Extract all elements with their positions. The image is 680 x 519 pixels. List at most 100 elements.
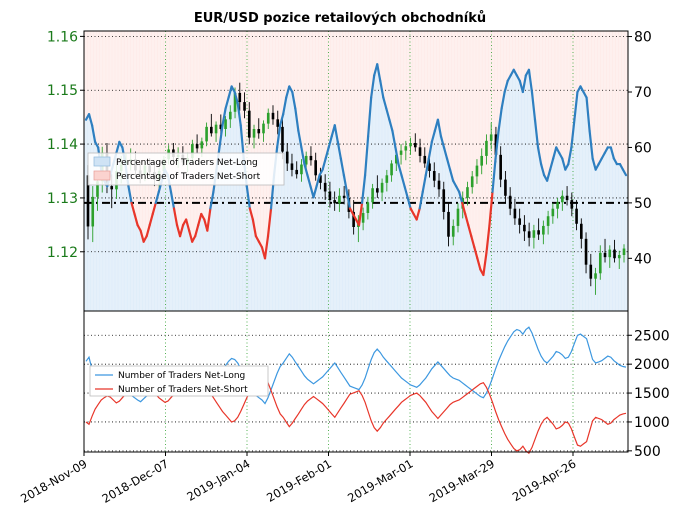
- net-long-fill-bar: [442, 147, 446, 311]
- net-long-pct-segment: [439, 135, 446, 149]
- net-short-fill-bar: [211, 31, 216, 192]
- net-short-fill-bar: [487, 31, 492, 226]
- candle-body: [470, 176, 474, 188]
- net-long-pct-segment: [442, 146, 449, 160]
- net-long-fill-bar: [214, 169, 219, 311]
- net-long-fill-bar: [272, 175, 277, 311]
- net-long-fill-bar: [585, 97, 589, 311]
- net-long-fill-bar: [545, 180, 550, 311]
- net-short-fill-bar: [117, 31, 122, 142]
- net-long-fill-bar: [242, 158, 246, 311]
- net-long-pct-segment: [197, 212, 203, 227]
- net-long-fill-bar: [412, 213, 416, 311]
- net-long-fill-bar: [217, 147, 222, 311]
- date-tick-label: 2018-Nov-09: [18, 456, 89, 505]
- candle-body: [314, 160, 317, 176]
- net-short-fill-bar: [129, 31, 134, 203]
- net-long-fill-bar: [336, 141, 340, 311]
- net-short-fill-bar: [123, 31, 128, 165]
- net-long-fill-bar: [169, 191, 173, 311]
- net-long-pct-segment: [497, 107, 503, 132]
- candle-body: [200, 141, 204, 149]
- net-long-fill-bar: [378, 80, 383, 311]
- trader-count-panel-frame: [83, 310, 629, 453]
- net-short-fill-bar: [196, 31, 201, 226]
- candle-body: [304, 155, 308, 165]
- net-long-fill-bar: [609, 147, 613, 311]
- net-short-fill-bar: [99, 31, 104, 170]
- net-short-fill-bar: [406, 31, 410, 198]
- chart-title: EUR/USD pozice retailových obchodníků: [194, 11, 486, 26]
- net-long-fill-bar: [606, 147, 610, 311]
- net-short-fill-bar: [181, 31, 185, 226]
- candle-body: [608, 249, 612, 258]
- net-short-fill-bar: [224, 31, 228, 109]
- net-long-fill-bar: [515, 75, 519, 311]
- net-short-fill-bar: [427, 31, 431, 159]
- net-long-pct-segment: [333, 124, 339, 143]
- net-short-fill-bar: [148, 31, 152, 226]
- candle-body: [561, 195, 564, 203]
- candle-body: [622, 248, 626, 255]
- net-short-fill-bar: [521, 31, 525, 92]
- net-long-pct-segment: [406, 196, 412, 210]
- net-long-pct-segment: [500, 90, 506, 110]
- net-short-fill-bar: [193, 31, 198, 237]
- net-long-fill-bar: [163, 169, 167, 311]
- net-short-fill-bar: [217, 31, 222, 148]
- net-long-fill-bar: [172, 208, 176, 311]
- net-long-fill-bar: [466, 225, 471, 311]
- candle-body: [228, 111, 232, 120]
- net-short-fill-bar: [412, 31, 416, 214]
- net-short-fill-bar: [554, 31, 559, 148]
- candle-body: [594, 273, 597, 279]
- net-short-fill-bar: [582, 31, 586, 92]
- net-long-pct-segment: [476, 257, 482, 271]
- net-short-fill-bar: [403, 31, 407, 187]
- net-short-fill-bar: [363, 31, 368, 176]
- net-long-fill-bar: [248, 208, 252, 311]
- net-long-fill-bar: [469, 236, 474, 311]
- net-long-pct-segment: [263, 235, 270, 260]
- net-long-fill-bar: [384, 108, 389, 311]
- percentage-legend: Percentage of Traders Net-Long Percentag…: [87, 152, 285, 186]
- net-short-fill-bar: [494, 31, 498, 159]
- net-short-fill-bar: [214, 31, 219, 170]
- net-short-fill-bar: [566, 31, 571, 165]
- net-long-fill-bar: [621, 169, 625, 311]
- candle-body: [494, 134, 498, 155]
- net-short-fill-bar: [490, 31, 495, 192]
- candle-body: [418, 147, 422, 156]
- net-long-fill-bar: [227, 97, 231, 311]
- net-long-fill-bar: [339, 158, 343, 311]
- legend-label-net-long: Percentage of Traders Net-Long: [116, 158, 258, 168]
- net-short-fill-bar: [136, 31, 140, 226]
- net-short-fill-bar: [272, 31, 277, 176]
- net-short-fill-bar: [609, 31, 613, 148]
- net-long-pct-segment: [470, 235, 476, 249]
- candle-body: [210, 126, 213, 134]
- net-long-fill-bar: [199, 213, 204, 311]
- net-short-fill-bar: [114, 31, 119, 153]
- net-long-fill-bar: [327, 147, 331, 311]
- net-long-pct-segment: [218, 124, 224, 149]
- net-long-fill-bar: [506, 80, 510, 311]
- net-short-fill-bar: [390, 31, 395, 131]
- net-long-pct-segment: [236, 101, 242, 127]
- net-long-fill-bar: [578, 86, 583, 311]
- net-long-pct-segment: [427, 140, 433, 160]
- net-long-fill-bar: [548, 169, 553, 311]
- net-short-fill-bar: [142, 31, 146, 242]
- net-long-pct-segment: [336, 140, 342, 160]
- sentiment-fill: [84, 31, 628, 312]
- net-long-pct-segment: [539, 162, 546, 177]
- net-short-fill-bar: [133, 31, 137, 214]
- candle-body: [390, 163, 393, 176]
- net-long-fill-bar: [560, 158, 565, 311]
- net-long-fill-bar: [324, 158, 328, 311]
- net-short-fill-bar: [585, 31, 589, 98]
- net-short-fill-bar: [399, 31, 404, 176]
- candle-body: [480, 155, 484, 166]
- net-short-fill-bar: [227, 31, 231, 98]
- net-long-fill-bar: [348, 208, 352, 311]
